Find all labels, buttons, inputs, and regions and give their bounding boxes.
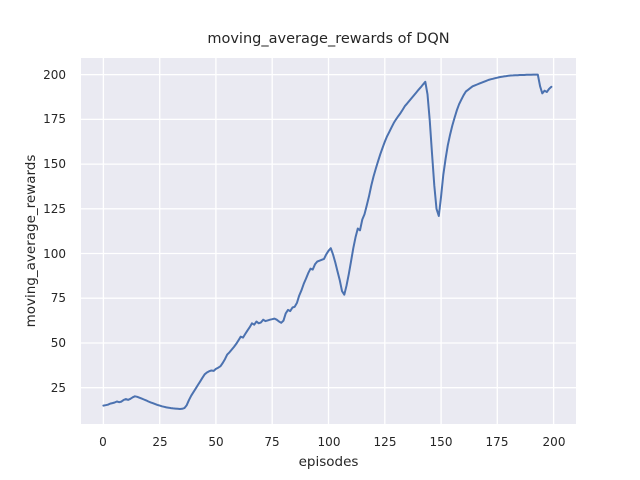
chart-title: moving_average_rewards of DQN bbox=[207, 31, 450, 47]
y-tick-label: 125 bbox=[43, 202, 66, 216]
x-tick-label: 150 bbox=[429, 435, 453, 449]
x-tick-label: 200 bbox=[542, 435, 566, 449]
y-tick-label: 25 bbox=[50, 381, 66, 395]
series-line bbox=[102, 73, 553, 410]
x-axis-label: episodes bbox=[298, 454, 359, 470]
y-tick-label: 75 bbox=[50, 291, 66, 305]
x-tick-label: 50 bbox=[208, 435, 224, 449]
x-tick-label: 175 bbox=[485, 435, 509, 449]
y-axis-label: moving_average_rewards bbox=[23, 154, 39, 328]
y-tick-label: 100 bbox=[43, 247, 66, 261]
y-tick-label: 50 bbox=[50, 336, 66, 350]
y-tick-label: 150 bbox=[43, 157, 66, 171]
plot-area bbox=[81, 58, 576, 424]
y-tick-label: 200 bbox=[43, 68, 66, 82]
x-tick-label: 125 bbox=[373, 435, 397, 449]
y-tick-label: 175 bbox=[43, 112, 66, 126]
x-tick-label: 100 bbox=[317, 435, 341, 449]
x-tick-label: 25 bbox=[152, 435, 168, 449]
x-tick-label: 75 bbox=[264, 435, 280, 449]
line-chart bbox=[81, 58, 576, 424]
x-tick-label: 0 bbox=[99, 435, 107, 449]
